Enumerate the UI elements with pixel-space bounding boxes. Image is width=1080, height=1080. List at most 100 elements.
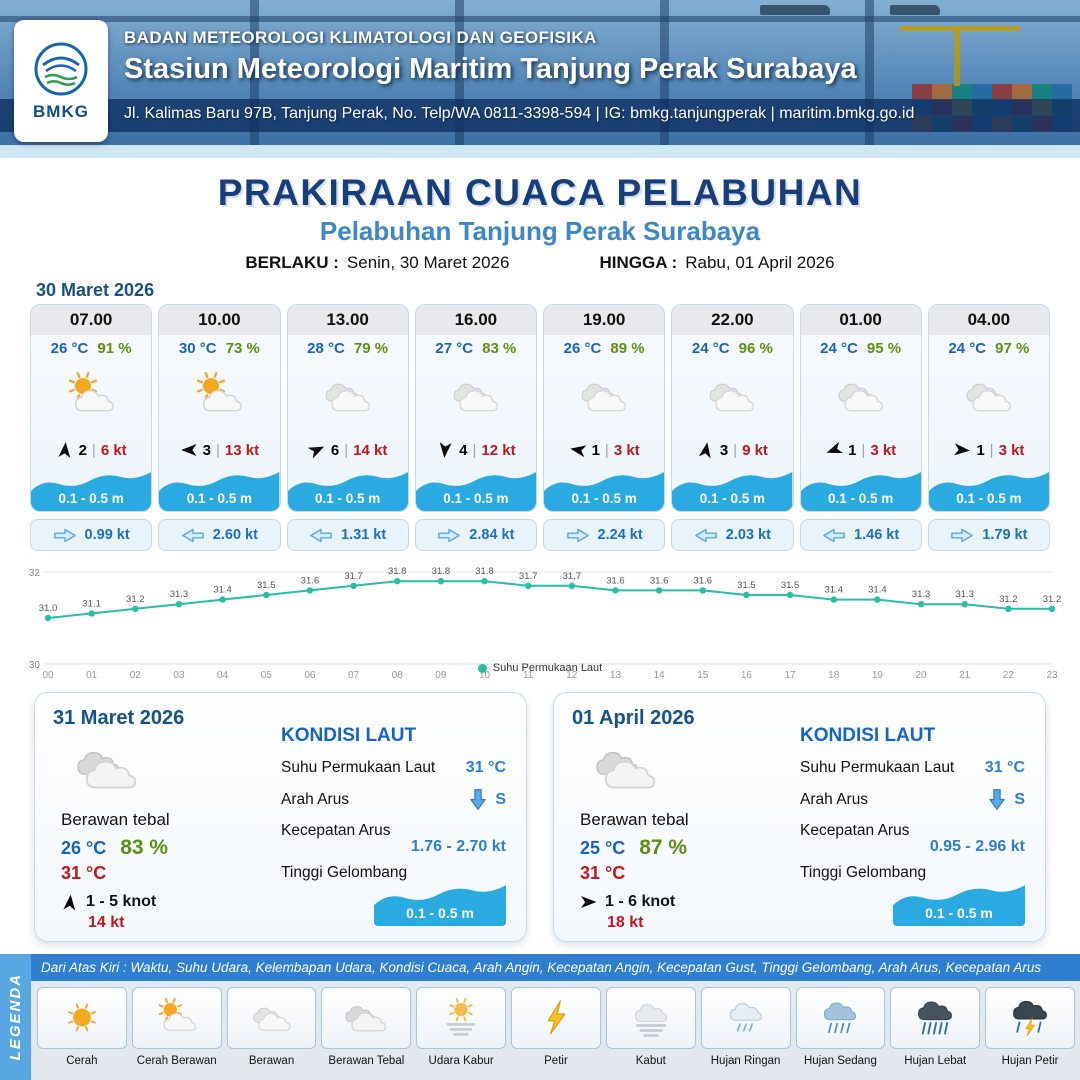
separator: | (604, 441, 609, 459)
svg-text:14: 14 (654, 670, 666, 681)
current-speed-chip: 2.03 kt (671, 519, 794, 551)
current-direction-label: Arah Arus (281, 790, 350, 808)
berlaku-label: BERLAKU : (245, 253, 339, 272)
wave-shape-icon (31, 472, 152, 511)
wave-height: 0.1 - 0.5 m (58, 491, 124, 506)
berlaku-value: Senin, 30 Maret 2026 (346, 253, 510, 272)
current-speed-chip: 1.31 kt (286, 519, 409, 551)
address-strip (0, 99, 1080, 132)
wave-shape-icon (159, 472, 280, 511)
current-speed-chip: 1.46 kt (799, 519, 922, 551)
current-direction-down-icon (989, 789, 1006, 810)
forecast-time: 13.00 (287, 305, 408, 335)
separator: | (861, 441, 866, 459)
humidity: 95 % (866, 340, 902, 357)
gust-speed: 18 kt (607, 914, 644, 931)
wind-direction-icon (823, 438, 846, 461)
legend-item: Udara Kabur (416, 987, 507, 1068)
air-temperature: 24 °C (691, 340, 730, 357)
current-speed: 1.46 kt (854, 527, 900, 543)
sea-conditions-panel: KONDISI LAUT Suhu Permukaan Laut 31 °C A… (800, 725, 1025, 926)
window-frame (0, 16, 1080, 22)
svg-text:09: 09 (435, 670, 447, 681)
wind-speed: 6 (330, 441, 340, 459)
humidity: 87 % (639, 836, 688, 859)
crane-illustration (900, 26, 1020, 31)
legend-item-label: Hujan Ringan (710, 1055, 781, 1067)
wave-height: 0.1 - 0.5 m (571, 491, 637, 506)
current-speed-label: Kecepatan Arus (281, 822, 391, 839)
forecast-time: 07.00 (31, 305, 152, 335)
hourly-forecast-card: 07.00 26 °C 91 % 2 | 6 kt 0.1 - 0.5 m (30, 304, 153, 551)
svg-text:22: 22 (1003, 670, 1015, 681)
wind-row: 1 | 3 kt (801, 435, 921, 465)
wind-speed: 1 (976, 441, 985, 459)
svg-text:31.6: 31.6 (301, 575, 320, 586)
wind-row: 1 | 3 kt (544, 435, 664, 465)
current-speed: 1.31 kt (341, 527, 387, 543)
current-speed-chip: 2.60 kt (158, 519, 281, 551)
hourly-forecast-card: 19.00 26 °C 89 % 1 | 3 kt 0.1 - 0.5 m (543, 304, 666, 551)
weather-icon (159, 357, 279, 435)
weather-icon (929, 357, 1049, 435)
current-direction-icon (437, 527, 461, 544)
wind-speed: 3 (719, 441, 729, 459)
current-speed: 2.03 kt (725, 527, 771, 543)
bmkg-emblem-icon (34, 42, 88, 95)
wave-shape-icon (672, 472, 793, 511)
sst-value: 31 °C (984, 759, 1025, 776)
current-direction-icon (822, 527, 846, 544)
svg-text:31.1: 31.1 (82, 598, 101, 609)
daily-forecast-card: 31 Maret 2026 Berawan tebal 26 °C 83 % 3… (34, 692, 527, 942)
legend-title: LEGENDA (7, 973, 24, 1061)
legend-item-label: Udara Kabur (428, 1055, 494, 1067)
legend-item: Berawan Tebal (321, 987, 412, 1068)
current-speed-label: Kecepatan Arus (800, 822, 910, 839)
separator: | (989, 441, 994, 459)
weather-icon (61, 733, 271, 810)
hourly-forecast-card: 04.00 24 °C 97 % 1 | 3 kt 0.1 - 0.5 m (927, 304, 1050, 551)
humidity: 83 % (482, 340, 517, 357)
legend-item-label: Petir (544, 1055, 568, 1067)
weather-condition: Berawan tebal (580, 810, 689, 829)
svg-text:10: 10 (479, 670, 491, 681)
legend-item: Hujan Sedang (795, 987, 886, 1068)
weather-icon (37, 987, 127, 1049)
svg-text:31.6: 31.6 (694, 575, 713, 586)
window-frame (250, 0, 259, 158)
svg-text:15: 15 (697, 670, 709, 681)
station-address: Jl. Kalimas Baru 97B, Tanjung Perak, No.… (124, 105, 915, 122)
svg-text:06: 06 (304, 670, 316, 681)
wave-height: 0.1 - 0.5 m (956, 491, 1022, 506)
legend-item: Cerah (37, 987, 127, 1068)
humidity: 96 % (738, 340, 773, 357)
daily-date: 31 Maret 2026 (53, 707, 185, 729)
sst-chart-container: 30 32 31.0 00 31.1 01 31.2 02 31.3 03 31.4 04 31.5 05… (12, 554, 1068, 684)
current-direction-label: Arah Arus (800, 790, 869, 808)
gust-speed: 3 kt (870, 441, 897, 459)
weather-icon (700, 987, 791, 1049)
bmkg-logo-text: BMKG (33, 101, 89, 121)
svg-text:07: 07 (348, 670, 360, 681)
wave-shape-icon (544, 472, 665, 511)
svg-text:17: 17 (785, 670, 797, 681)
weather-icon (31, 357, 151, 435)
wave-height-band: 0.1 - 0.5 m (287, 465, 408, 511)
svg-text:31.3: 31.3 (170, 589, 189, 600)
weather-icon (605, 987, 696, 1049)
hourly-forecast-card: 10.00 30 °C 73 % 3 | 13 kt 0.1 - 0.5 m (158, 304, 281, 551)
ship-illustration (760, 5, 830, 15)
hourly-forecast-card: 13.00 28 °C 79 % 6 | 14 kt 0.1 - 0.5 m (286, 304, 409, 551)
air-temperature: 30 °C (178, 340, 217, 357)
legend-item: Kabut (605, 987, 696, 1068)
hingga-value: Rabu, 01 April 2026 (685, 253, 835, 272)
forecast-time: 22.00 (672, 305, 793, 335)
wind-speed-range: 1 - 6 knot (605, 893, 676, 910)
weather-icon (288, 357, 408, 435)
svg-text:13: 13 (610, 670, 622, 681)
svg-text:31.5: 31.5 (257, 580, 276, 591)
wind-direction-icon (180, 441, 198, 459)
current-direction-icon (53, 527, 77, 544)
page-title: PRAKIRAAN CUACA PELABUHAN (217, 172, 863, 213)
